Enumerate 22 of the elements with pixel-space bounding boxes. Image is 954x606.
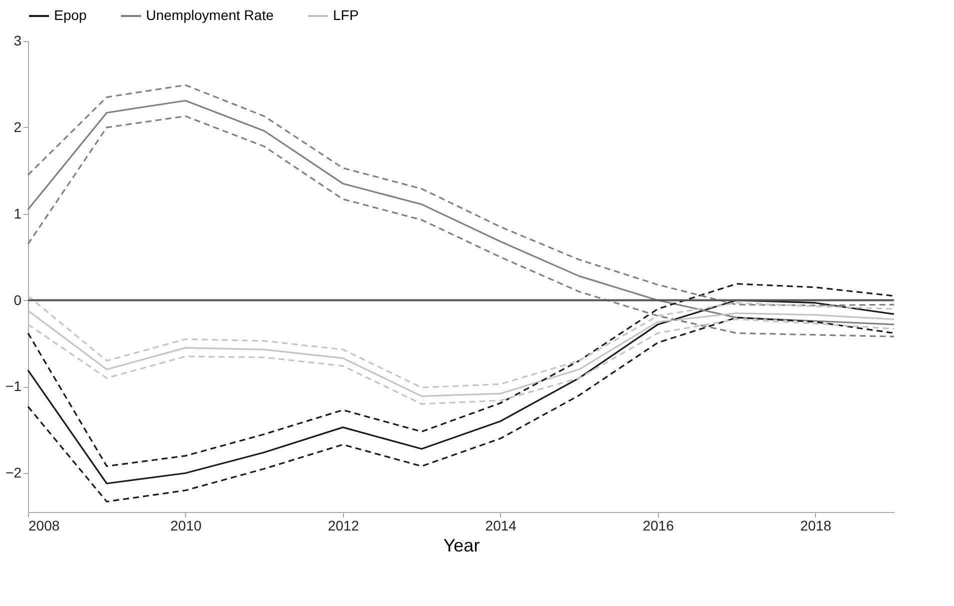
x-tick-label: 2008	[28, 518, 60, 534]
line-series	[27, 310, 895, 397]
x-tick-label: 2014	[485, 518, 517, 534]
y-tick-label: 1	[14, 205, 22, 222]
legend-label: Unemployment Rate	[146, 7, 274, 23]
x-tick-label: 2010	[170, 518, 202, 534]
x-tick-label: 2016	[642, 518, 674, 534]
x-tick-label: 2012	[328, 518, 360, 534]
line-series	[27, 283, 895, 467]
y-tick-label: −2	[6, 464, 22, 481]
line-series	[27, 316, 895, 502]
legend-label: Epop	[54, 7, 87, 23]
line-series	[27, 295, 895, 388]
y-tick-label: −1	[6, 378, 22, 394]
y-tick-label: 0	[14, 292, 22, 308]
line-series	[27, 299, 895, 484]
line-series	[27, 318, 895, 405]
y-tick-label: 3	[14, 32, 22, 48]
legend-label: LFP	[333, 7, 359, 23]
x-tick-label: 2018	[800, 518, 832, 534]
y-tick-label: 2	[14, 118, 22, 135]
x-axis-title: Year	[443, 536, 480, 556]
